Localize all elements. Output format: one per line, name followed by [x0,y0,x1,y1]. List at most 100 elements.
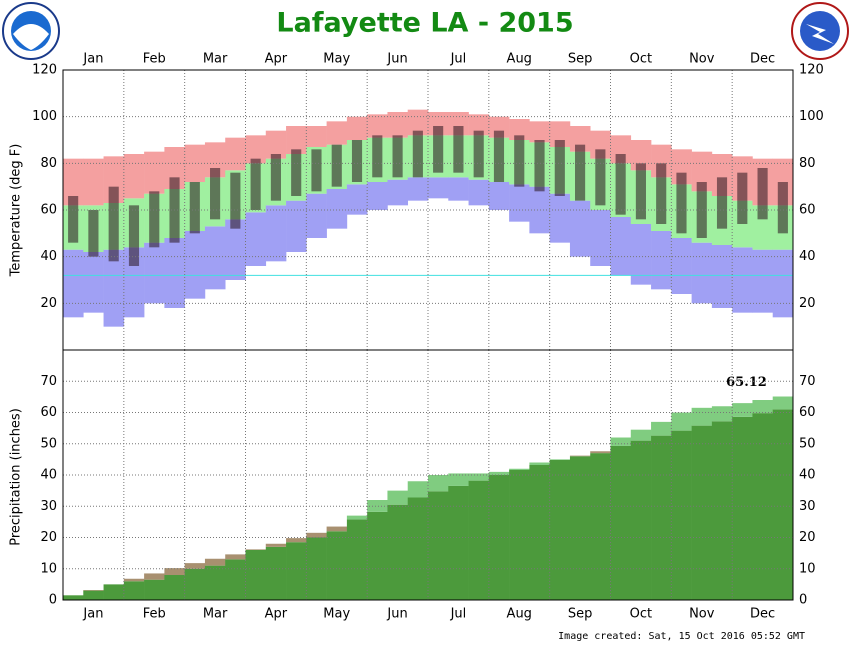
actual-range [696,182,707,238]
record-low-band [732,247,753,313]
record-low-band [245,212,267,266]
actual-range [88,210,99,257]
x-tick-label: Jan [82,52,103,67]
above-normal-precip [630,429,652,441]
record-low-band [651,231,672,290]
below-normal-precip [286,538,307,543]
record-low-band [63,249,84,318]
normal-precip [691,425,713,600]
record-high-band [691,151,713,192]
record-high-band [630,140,652,171]
record-low-band [691,242,713,304]
plot-frame [62,349,794,601]
x-tick-label: Sep [568,607,593,622]
actual-range [656,163,667,224]
y-tick-label: 40 [799,249,816,264]
record-low-band [671,238,692,294]
above-normal-precip [509,468,530,470]
normal-precip [326,531,348,600]
below-normal-precip [306,532,327,538]
above-normal-precip [448,473,469,486]
above-normal-precip [387,490,409,505]
normal-precip [367,511,388,600]
actual-range [108,186,119,262]
y-tick-label: 120 [799,63,824,78]
below-normal-precip [144,573,165,580]
record-low-band [509,184,530,222]
normal-precip [103,584,125,600]
above-normal-precip [772,396,794,410]
noaa-logo [2,2,60,60]
x-tick-label: Aug [507,52,532,67]
x-tick-label: Jan [82,607,103,622]
above-normal-precip [346,515,368,520]
normal-precip [184,568,206,600]
above-normal-precip [549,459,571,460]
y-tick-label: 50 [40,436,57,451]
below-normal-precip [123,578,145,582]
actual-range [473,130,484,178]
y-tick-label: 10 [40,561,57,576]
record-high-band [184,144,206,182]
record-low-band [286,200,307,252]
below-normal-precip [590,451,611,454]
actual-range [777,182,788,234]
y-tick-label: 70 [799,374,816,389]
y-tick-label: 20 [40,530,57,545]
x-tick-label: Nov [689,52,715,67]
below-normal-precip [265,543,287,547]
actual-range [433,126,444,173]
record-high-band [286,126,307,154]
normal-precip [407,497,429,600]
actual-range [595,149,606,206]
temperature-marks [63,109,794,327]
x-tick-label: Feb [143,52,166,67]
below-normal-precip [225,554,246,560]
above-normal-precip [468,473,490,481]
actual-range [230,172,241,229]
actual-range [189,182,200,234]
below-normal-precip [184,563,206,569]
x-tick-label: Jun [386,607,407,622]
record-low-band [428,177,449,199]
above-normal-precip [428,475,449,492]
y-tick-label: 20 [40,296,57,311]
normal-precip [83,590,104,600]
normal-precip [63,595,84,600]
above-normal-precip [651,421,672,436]
actual-range [575,144,586,201]
x-tick-label: Dec [750,607,775,622]
record-high-band [63,158,84,206]
record-high-band [346,116,368,140]
y-tick-label: 60 [799,203,816,218]
record-high-band [468,114,490,136]
record-low-band [225,219,246,280]
normal-precip [468,480,490,600]
y-axis-label: Precipitation (inches) [9,408,24,546]
actual-range [250,158,261,210]
y-tick-label: 100 [32,109,57,124]
record-high-band [326,121,348,145]
record-high-band [387,112,409,138]
y-tick-label: 60 [799,405,816,420]
record-high-band [83,158,104,206]
x-tick-label: Mar [203,52,228,67]
actual-range [270,154,281,201]
above-normal-precip [488,471,510,475]
normal-precip [549,460,571,600]
record-low-band [387,179,409,206]
record-low-band [468,179,490,206]
actual-range [351,140,363,182]
above-normal-precip [529,462,550,465]
record-high-band [144,151,165,194]
x-tick-label: Aug [507,607,532,622]
normal-precip [144,579,165,600]
x-tick-label: Oct [630,52,652,67]
below-normal-precip [245,549,267,550]
x-tick-label: Apr [265,607,288,622]
normal-precip [732,416,753,600]
normal-precip [772,409,794,600]
above-normal-precip [711,406,733,422]
below-normal-precip [326,526,348,532]
normal-precip [204,565,226,600]
